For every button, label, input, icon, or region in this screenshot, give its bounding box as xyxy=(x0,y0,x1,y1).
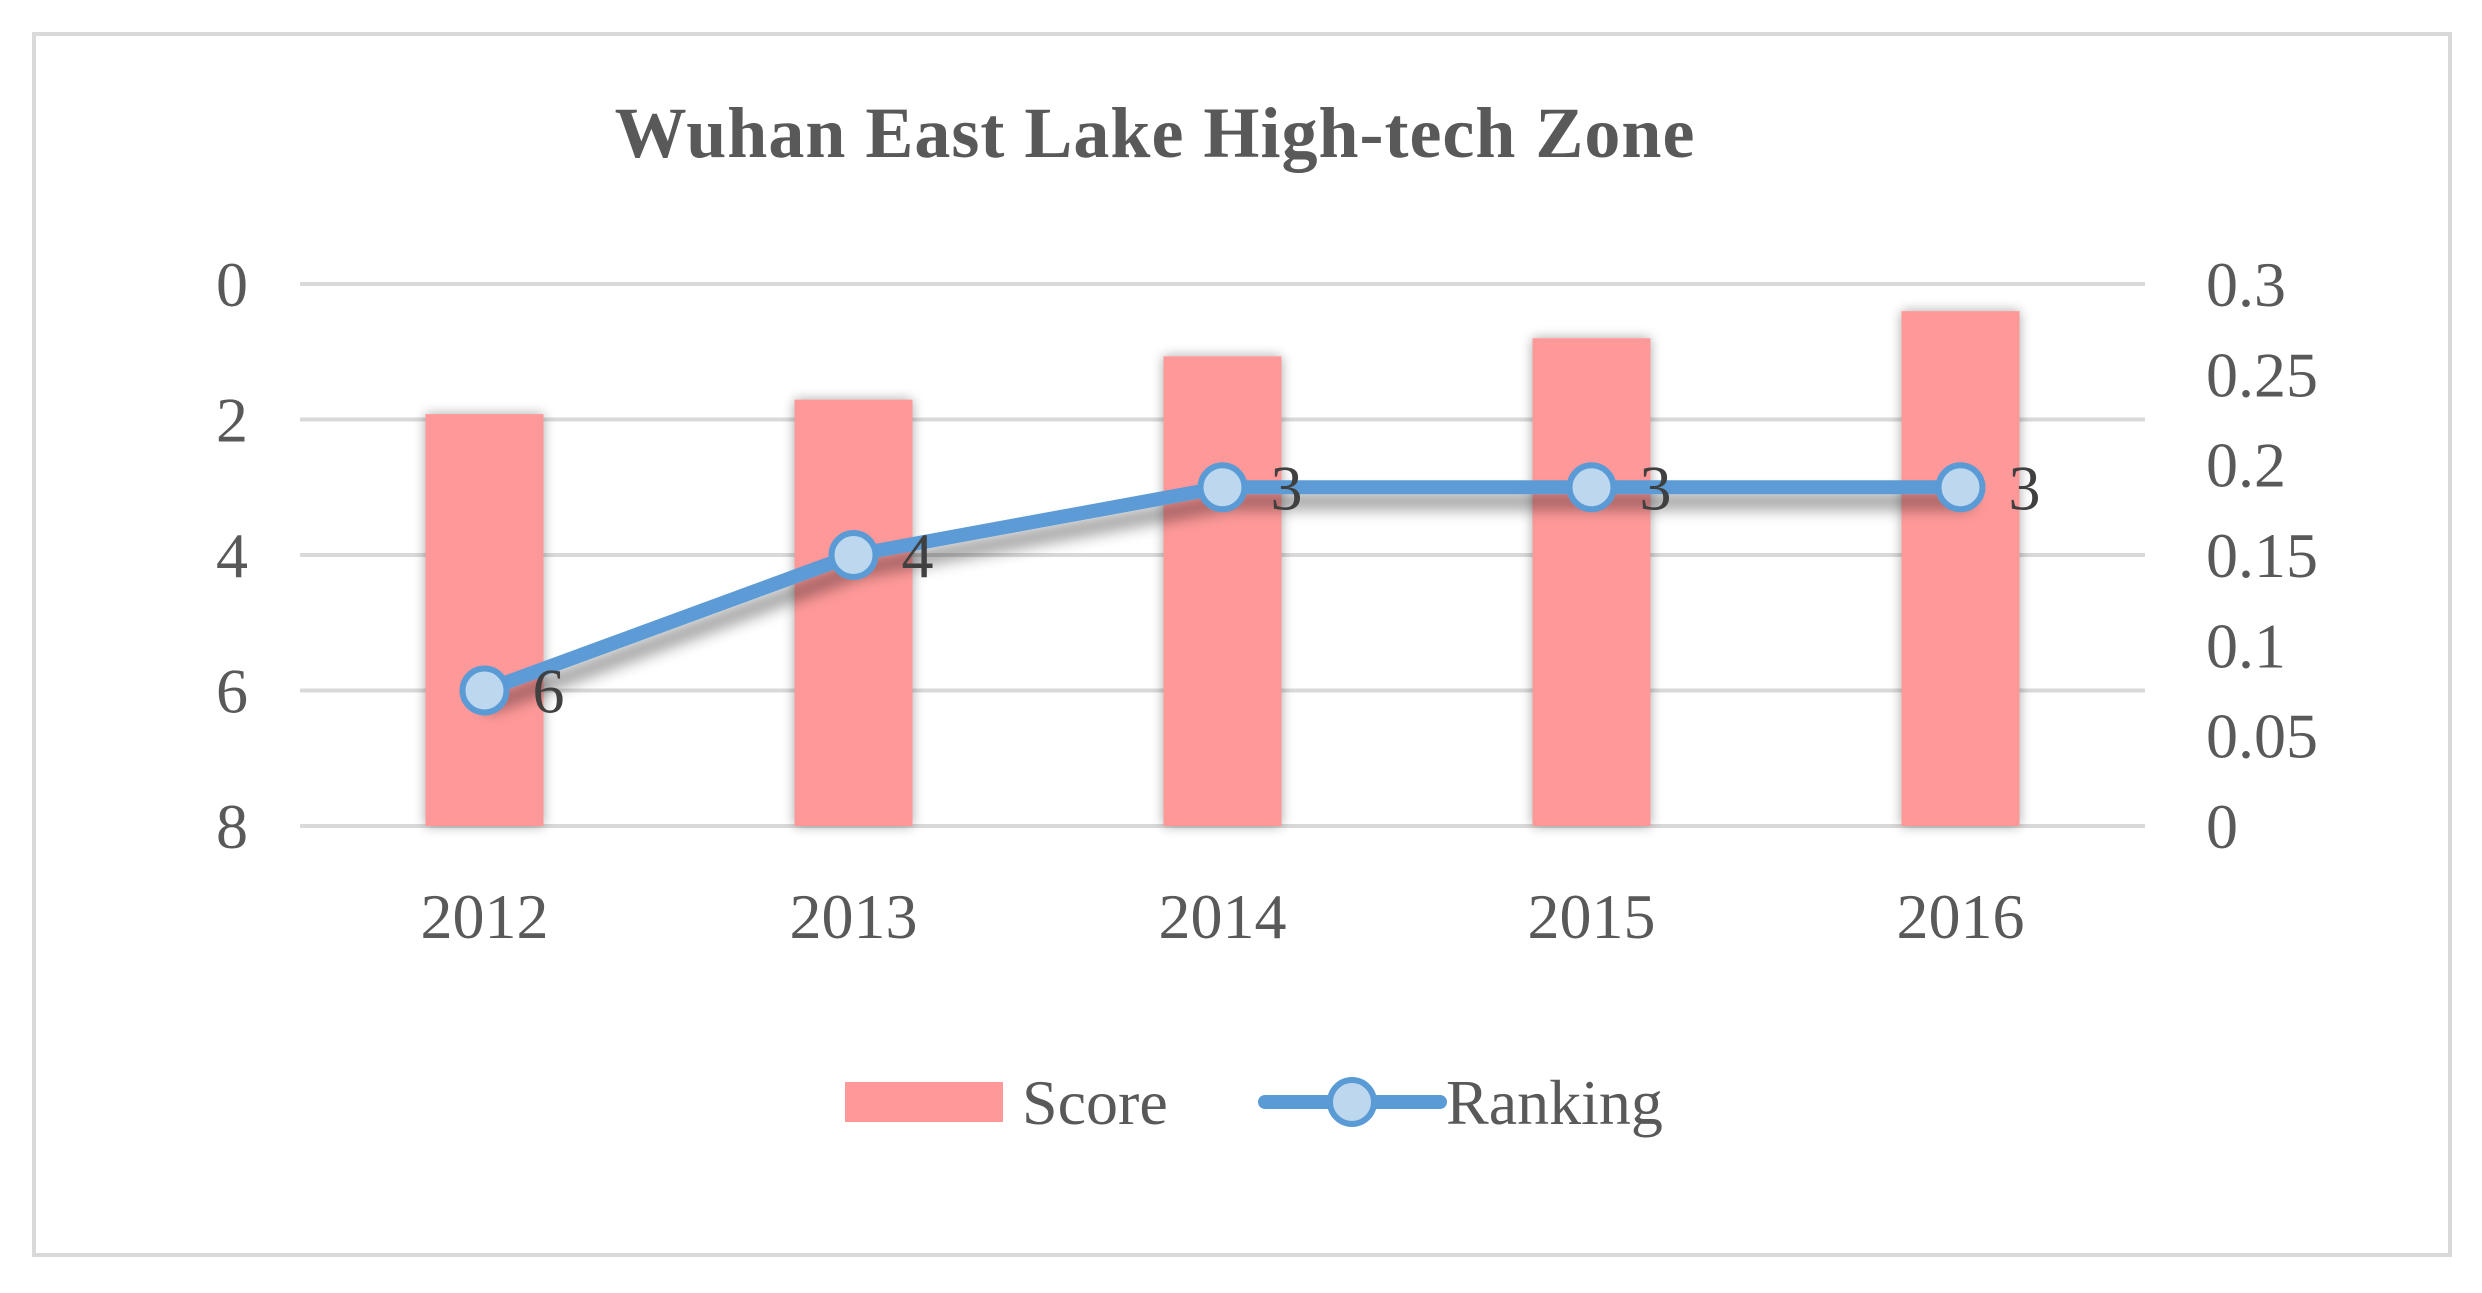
right-axis-tick-label: 0 xyxy=(2206,791,2238,862)
legend-score-swatch xyxy=(845,1082,1003,1122)
ranking-point xyxy=(459,665,510,716)
right-axis-tick-label: 0.2 xyxy=(2206,430,2286,501)
ranking-point xyxy=(1935,462,1986,513)
score-bars xyxy=(425,311,2020,827)
legend-score-label: Score xyxy=(1022,1067,1168,1138)
left-axis-tick-label: 4 xyxy=(216,520,248,591)
x-axis-tick-label: 2012 xyxy=(421,881,549,952)
legend: Score Ranking xyxy=(845,1067,1663,1138)
ranking-line: 6 4 3 3 3 xyxy=(459,452,2041,727)
axis-labels: 0 2 4 6 8 0.3 0.25 0.2 0.15 0.1 0.05 0 2012 2013 2014 2… xyxy=(216,249,2318,952)
chart-title: Wuhan East Lake High-tech Zone xyxy=(614,93,1696,173)
legend-ranking-label: Ranking xyxy=(1446,1067,1663,1138)
left-axis-tick-label: 8 xyxy=(216,791,248,862)
score-bar xyxy=(1532,338,1651,826)
ranking-point xyxy=(1197,462,1248,513)
left-axis-tick-label: 6 xyxy=(216,656,248,727)
score-bar xyxy=(1901,311,2020,827)
ranking-data-label: 3 xyxy=(2009,452,2041,523)
right-axis-tick-label: 0.05 xyxy=(2206,701,2318,772)
right-axis-tick-label: 0.25 xyxy=(2206,339,2318,410)
score-bar xyxy=(794,399,913,826)
score-bar xyxy=(425,414,544,826)
x-axis-tick-label: 2015 xyxy=(1528,881,1656,952)
x-axis-tick-label: 2013 xyxy=(790,881,918,952)
x-axis-tick-label: 2014 xyxy=(1159,881,1287,952)
left-axis-tick-label: 2 xyxy=(216,385,248,456)
right-axis-tick-label: 0.15 xyxy=(2206,520,2318,591)
x-axis-tick-label: 2016 xyxy=(1897,881,2025,952)
ranking-data-label: 4 xyxy=(902,520,934,591)
ranking-data-label: 3 xyxy=(1640,452,1672,523)
ranking-data-label: 6 xyxy=(533,656,565,727)
ranking-point xyxy=(828,530,879,580)
score-bar xyxy=(1163,356,1282,826)
right-axis-tick-label: 0.3 xyxy=(2206,249,2286,320)
ranking-point xyxy=(1566,462,1617,513)
ranking-data-label: 3 xyxy=(1271,452,1303,523)
legend-ranking-marker xyxy=(1327,1077,1377,1127)
right-axis-tick-label: 0.1 xyxy=(2206,610,2286,681)
left-axis-tick-label: 0 xyxy=(216,249,248,320)
